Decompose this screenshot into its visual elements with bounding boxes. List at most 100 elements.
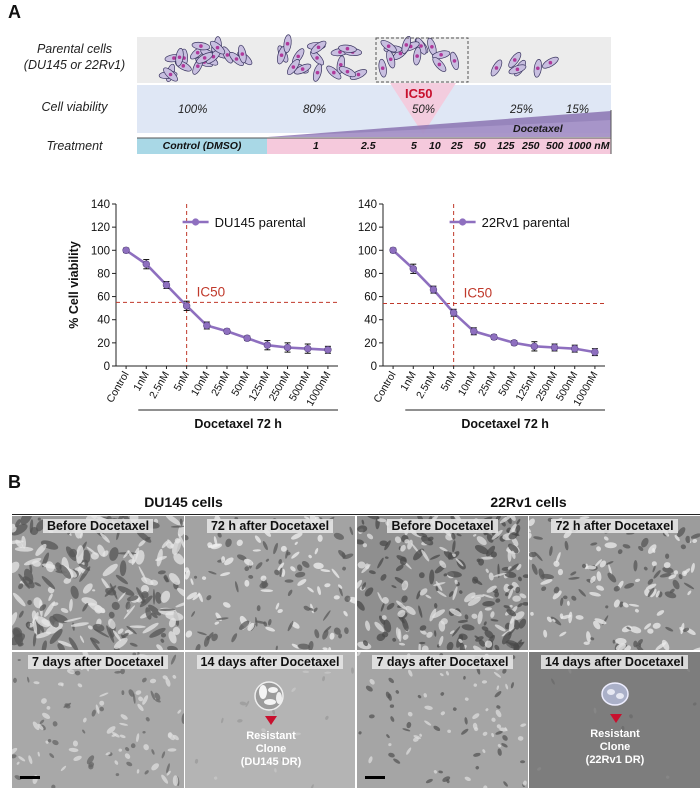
row-label-parental: Parental cells (DU145 or 22Rv1) [23,42,126,72]
cell-blob [494,691,502,698]
cell-blob [491,732,495,738]
cell-blob [647,628,654,634]
cell-blob [438,635,444,647]
du145-header: DU145 cells [144,494,223,510]
cell-nucleus [548,60,553,65]
cell-blob [549,545,553,557]
cell-blob [368,756,373,764]
cell-blob [82,603,89,612]
cell-blob [662,566,674,574]
cell-blob [260,575,267,582]
cell-blob [388,743,392,747]
cell-blob [313,562,324,569]
cell-blob [590,575,596,584]
cell-blob [313,607,318,613]
cell-blob [211,633,218,642]
cell-blob [501,743,508,748]
cell-blob [459,642,466,650]
cell-blob [395,627,401,640]
cell-blob [398,642,406,646]
cell-blob [12,561,20,574]
cell-blob [496,724,502,729]
cell-blob [405,605,416,616]
cell-blob [575,615,584,620]
cell-blob [607,572,617,583]
cell-blob [386,602,395,610]
cell-blob [139,595,153,608]
cell-blob [126,625,137,635]
cell-blob [490,611,495,618]
cell-blob [571,595,577,601]
cell-blob [172,674,177,679]
cell-blob [112,630,122,642]
cell-blob [294,732,301,736]
x-tick-label: 25nM [209,370,233,399]
cell-blob [123,605,136,620]
cell-blob [566,600,570,606]
cell-blob [145,717,150,722]
cell-nucleus [279,53,284,58]
cell-blob [314,547,319,555]
schematic-graphic [137,34,612,154]
cell-blob [216,617,229,620]
cell-blob [99,706,105,712]
docetaxel-wedge-light [268,120,611,137]
cell-blob [442,776,451,782]
cell-blob [486,534,494,543]
cell-blob [121,690,125,696]
cell-blob [447,571,462,578]
cell-blob [362,543,368,548]
cell-blob [434,630,437,637]
cell-blob [18,583,24,590]
cell-blob [550,616,562,626]
cell-blob [513,639,523,650]
dose-tick: 1 [313,140,319,152]
cell-blob [385,691,391,699]
cell-blob [73,755,82,762]
cell-blob [194,575,198,579]
cell-blob [154,692,161,701]
cell-blob [160,633,167,638]
cell-nucleus [296,54,301,59]
cell-blob [472,713,480,720]
y-tick-label: 60 [97,292,110,304]
cell-blob [185,534,189,541]
cell-blob [529,518,535,527]
cell-blob [502,668,507,674]
cell-blob [286,551,291,556]
cell-blob [331,568,340,579]
cell-blob [329,632,335,640]
cell-blob [518,618,527,629]
cell-blob [97,544,106,557]
micrograph-texture [185,516,355,650]
cell-blob [181,713,184,724]
legend-marker [192,218,200,226]
cell-blob [641,537,649,548]
cell-blob [12,592,26,607]
cell-blob [497,748,502,756]
cell-blob [106,726,116,734]
cell-blob [475,765,480,770]
cell-blob [652,548,656,553]
cell-blob [60,683,64,687]
cell-blob [599,560,607,568]
cell-blob [650,588,657,598]
cell-blob [383,619,392,633]
cell-blob [456,533,462,537]
cell-nucleus [240,52,245,56]
cell-blob [559,613,564,619]
cell-blob [16,761,20,765]
cell-blob [144,536,151,541]
cell-blob [275,645,278,650]
cell-blob [217,532,222,538]
cell-blob [394,536,402,544]
cell-blob [129,625,146,629]
cell-blob [357,525,368,533]
cell-blob [482,600,495,607]
scale-bar [20,776,40,779]
cell-blob [439,546,448,552]
cell-blob [149,678,157,684]
micrograph-texture [12,516,184,650]
cell-blob [439,560,447,569]
cell-blob [357,600,365,611]
